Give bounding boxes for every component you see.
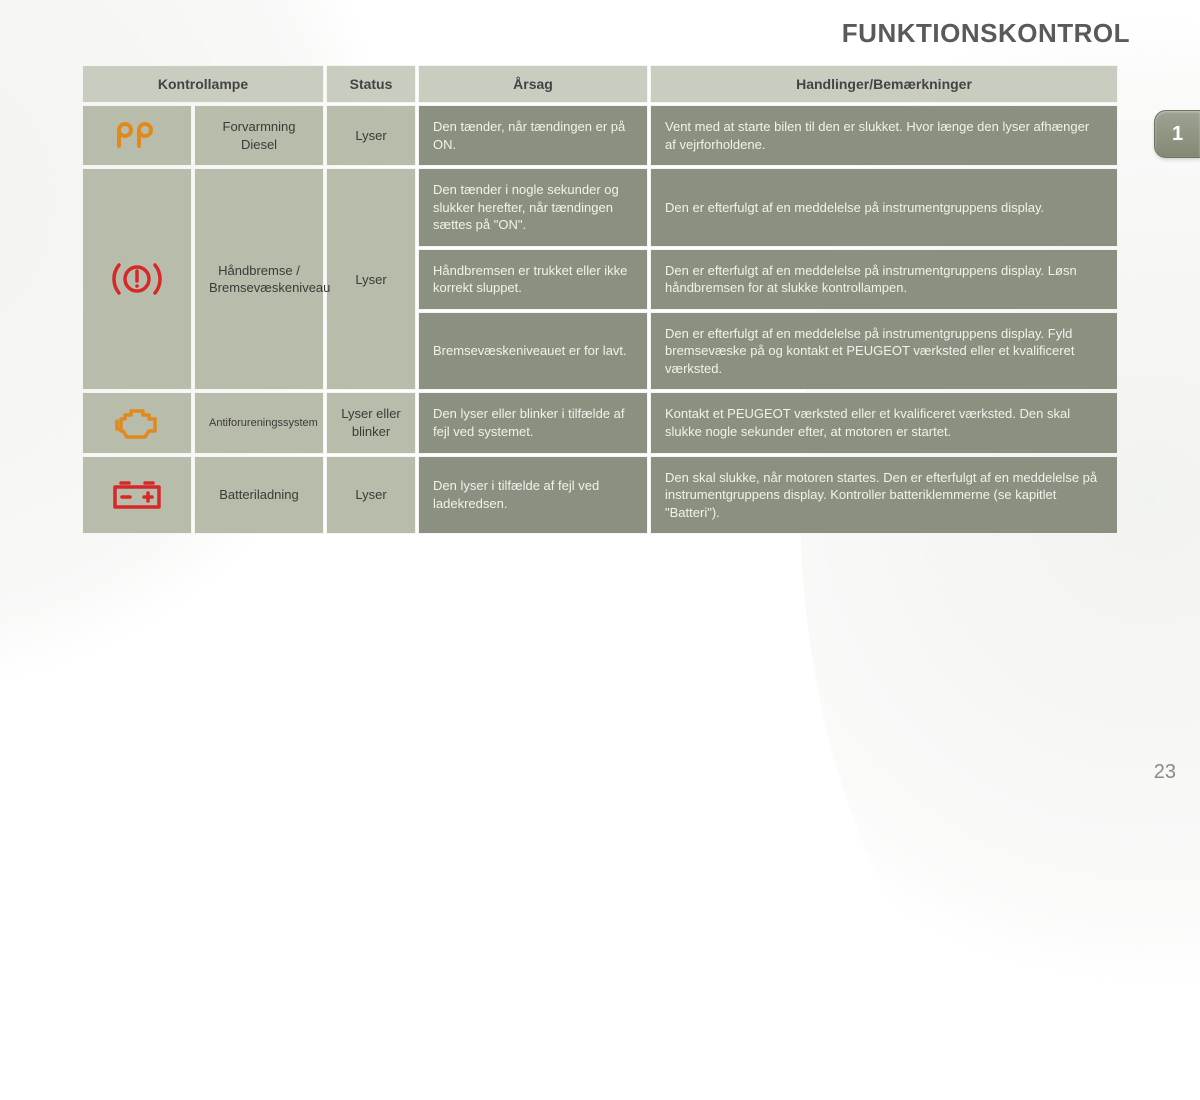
lamp-action: Den skal slukke, når motoren startes. De…	[650, 456, 1118, 535]
brake-icon	[82, 168, 192, 390]
warning-lamp-table: Kontrollampe Status Årsag Handlinger/Bem…	[80, 63, 1120, 536]
lamp-cause: Bremsevæskeniveauet er for lavt.	[418, 312, 648, 391]
chapter-tab: 1	[1154, 110, 1200, 158]
col-cause: Årsag	[418, 65, 648, 103]
lamp-cause: Den lyser i tilfælde af fejl ved ladekre…	[418, 456, 648, 535]
table-row: Batteriladning Lyser Den lyser i tilfæld…	[82, 456, 1118, 535]
lamp-action: Den er efterfulgt af en meddelelse på in…	[650, 249, 1118, 310]
table-row: Forvarmning Diesel Lyser Den tænder, når…	[82, 105, 1118, 166]
lamp-status: Lyser	[326, 105, 416, 166]
col-status: Status	[326, 65, 416, 103]
lamp-status: Lyser	[326, 456, 416, 535]
lamp-cause: Den tænder, når tændingen er på ON.	[418, 105, 648, 166]
table-row: Antiforureningssystem Lyser eller blinke…	[82, 392, 1118, 453]
page-number: 23	[1154, 761, 1176, 784]
lamp-cause: Den lyser eller blinker i tilfælde af fe…	[418, 392, 648, 453]
lamp-cause: Den tænder i nogle sekunder og slukker h…	[418, 168, 648, 247]
table-header-row: Kontrollampe Status Årsag Handlinger/Bem…	[82, 65, 1118, 103]
page-title: FUNKTIONSKONTROL	[80, 18, 1130, 49]
battery-icon	[82, 456, 192, 535]
lamp-label: Antiforureningssystem	[194, 392, 324, 453]
lamp-label: Forvarmning Diesel	[194, 105, 324, 166]
lamp-action: Kontakt et PEUGEOT værksted eller et kva…	[650, 392, 1118, 453]
lamp-status: Lyser	[326, 168, 416, 390]
lamp-label: Batteriladning	[194, 456, 324, 535]
engine-icon	[82, 392, 192, 453]
lamp-cause: Håndbremsen er trukket eller ikke korrek…	[418, 249, 648, 310]
diesel-preheat-icon	[82, 105, 192, 166]
lamp-label: Håndbremse / Bremsevæskeniveau	[194, 168, 324, 390]
lamp-action: Den er efterfulgt af en meddelelse på in…	[650, 312, 1118, 391]
lamp-status: Lyser eller blinker	[326, 392, 416, 453]
col-lamp: Kontrollampe	[82, 65, 324, 103]
table-row: Håndbremse / Bremsevæskeniveau Lyser Den…	[82, 168, 1118, 247]
lamp-action: Vent med at starte bilen til den er sluk…	[650, 105, 1118, 166]
lamp-action: Den er efterfulgt af en meddelelse på in…	[650, 168, 1118, 247]
col-actions: Handlinger/Bemærkninger	[650, 65, 1118, 103]
